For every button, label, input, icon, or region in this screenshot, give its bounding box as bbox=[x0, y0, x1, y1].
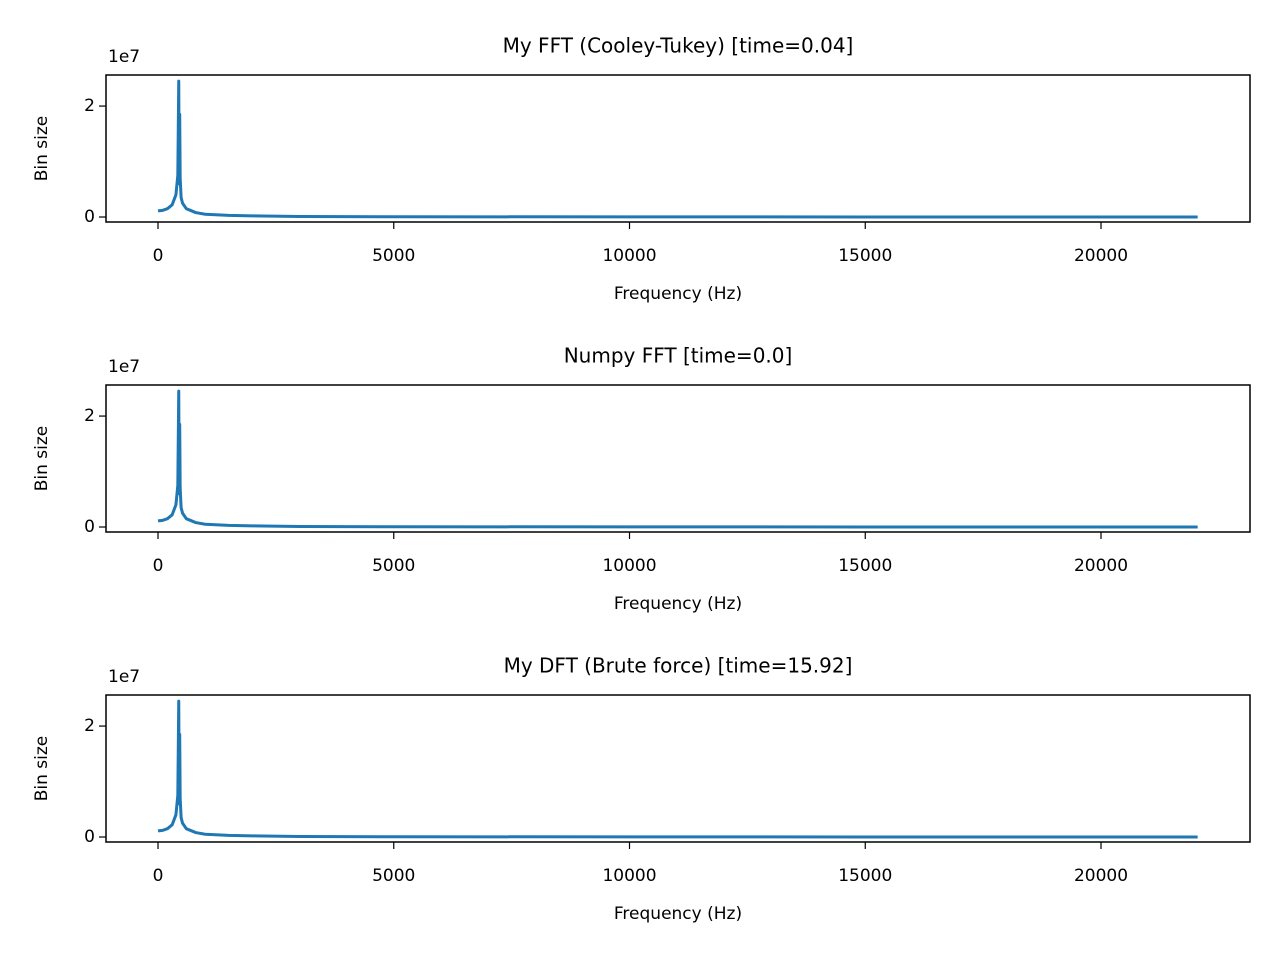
x-tick-label: 5000 bbox=[372, 866, 415, 886]
subplot-title: My FFT (Cooley-Tukey) [time=0.04] bbox=[503, 34, 854, 58]
y-tick-label: 2 bbox=[84, 406, 95, 426]
x-tick-label: 10000 bbox=[602, 866, 656, 886]
y-offset-label: 1e7 bbox=[108, 357, 140, 377]
y-axis-label: Bin size bbox=[32, 736, 52, 802]
data-line bbox=[157, 699, 1198, 839]
x-tick-label: 20000 bbox=[1074, 556, 1128, 576]
x-tick-label: 0 bbox=[153, 866, 164, 886]
data-line bbox=[157, 79, 1198, 219]
y-tick-label: 2 bbox=[84, 96, 95, 116]
x-tick-label: 10000 bbox=[602, 556, 656, 576]
x-tick-label: 10000 bbox=[602, 246, 656, 266]
x-tick-label: 20000 bbox=[1074, 246, 1128, 266]
x-tick-label: 15000 bbox=[838, 866, 892, 886]
data-line bbox=[157, 389, 1198, 529]
x-axis-label: Frequency (Hz) bbox=[614, 594, 742, 614]
y-tick-label: 2 bbox=[84, 716, 95, 736]
axes-frame bbox=[105, 384, 1251, 533]
x-tick-label: 15000 bbox=[838, 246, 892, 266]
axes-frame bbox=[105, 74, 1251, 223]
x-tick-label: 5000 bbox=[372, 246, 415, 266]
x-tick-label: 15000 bbox=[838, 556, 892, 576]
subplot-title: Numpy FFT [time=0.0] bbox=[564, 344, 793, 368]
x-axis-label: Frequency (Hz) bbox=[614, 904, 742, 924]
y-axis-label: Bin size bbox=[32, 426, 52, 492]
x-tick-label: 0 bbox=[153, 556, 164, 576]
x-tick-label: 5000 bbox=[372, 556, 415, 576]
x-tick-label: 0 bbox=[153, 246, 164, 266]
x-axis-label: Frequency (Hz) bbox=[614, 284, 742, 304]
y-axis-label: Bin size bbox=[32, 116, 52, 182]
axes-frame bbox=[105, 694, 1251, 843]
subplot-title: My DFT (Brute force) [time=15.92] bbox=[504, 654, 853, 678]
y-tick-label: 0 bbox=[84, 517, 95, 537]
y-offset-label: 1e7 bbox=[108, 667, 140, 687]
y-tick-label: 0 bbox=[84, 207, 95, 227]
x-tick-label: 20000 bbox=[1074, 866, 1128, 886]
y-tick-label: 0 bbox=[84, 827, 95, 847]
y-offset-label: 1e7 bbox=[108, 47, 140, 67]
